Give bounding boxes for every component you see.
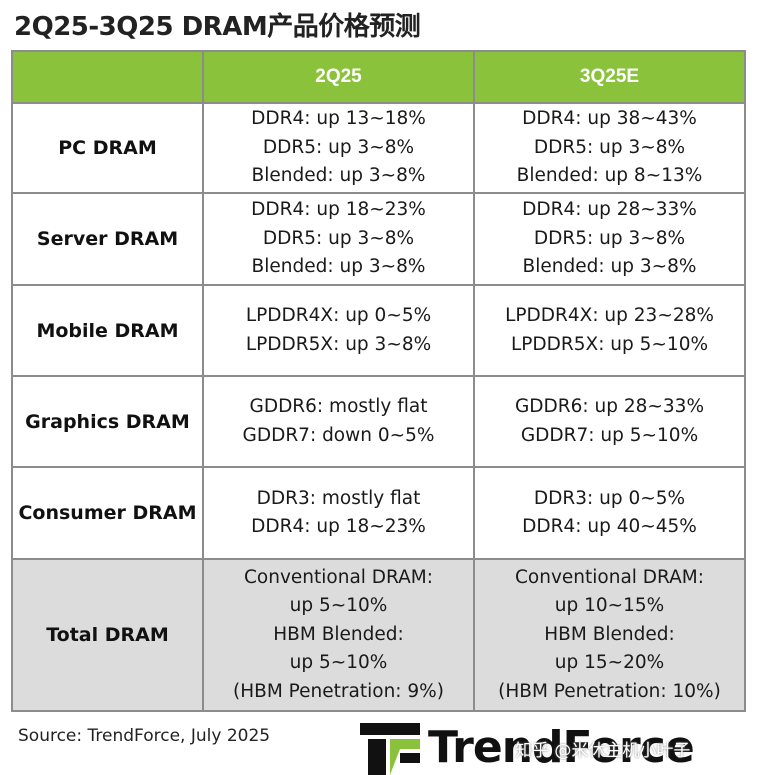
- cell-line: LPDDR5X: up 3~8%: [245, 333, 432, 355]
- cell-line: DDR4: up 18~23%: [251, 199, 426, 221]
- table-header-row: 2Q25 3Q25E: [11, 50, 746, 104]
- cell-line: up 5~10%: [289, 652, 388, 674]
- cell-line: DDR4: up 28~33%: [522, 199, 697, 221]
- cell-2q25: Conventional DRAM: up 5~10% HBM Blended:…: [202, 558, 475, 712]
- cell-3q25e: DDR3: up 0~5% DDR4: up 40~45%: [473, 466, 746, 560]
- cell-line: GDDR6: mostly flat: [249, 396, 428, 417]
- cell-line: LPDDR4X: up 23~28%: [505, 305, 714, 326]
- table-row: Mobile DRAM LPDDR4X: up 0~5% LPDDR5X: up…: [11, 284, 746, 377]
- cell-line: (HBM Penetration: 10%): [498, 680, 721, 702]
- table-row-total: Total DRAM Conventional DRAM: up 5~10% H…: [11, 558, 746, 712]
- cell-line: GDDR7: up 5~10%: [520, 424, 699, 446]
- row-category: Total DRAM: [11, 558, 204, 712]
- cell-line: GDDR7: down 0~5%: [242, 424, 435, 446]
- row-category: Mobile DRAM: [11, 284, 204, 377]
- header-3q25e: 3Q25E: [473, 50, 746, 104]
- cell-line: Blended: up 3~8%: [522, 256, 697, 278]
- cell-line: Blended: up 3~8%: [251, 256, 426, 278]
- cell-3q25e: DDR4: up 38~43% DDR5: up 3~8% Blended: u…: [473, 102, 746, 194]
- cell-line: LPDDR4X: up 0~5%: [245, 305, 432, 326]
- header-2q25: 2Q25: [202, 50, 475, 104]
- row-category: Consumer DRAM: [11, 466, 204, 560]
- page-title: 2Q25-3Q25 DRAM产品价格预测: [14, 12, 421, 42]
- cell-3q25e: LPDDR4X: up 23~28% LPDDR5X: up 5~10%: [473, 284, 746, 377]
- table-row: Server DRAM DDR4: up 18~23% DDR5: up 3~8…: [11, 192, 746, 286]
- cell-line: DDR3: up 0~5%: [533, 487, 686, 509]
- cell-line: DDR4: up 18~23%: [251, 516, 426, 537]
- cell-line: Blended: up 8~13%: [516, 165, 703, 187]
- cell-2q25: DDR4: up 18~23% DDR5: up 3~8% Blended: u…: [202, 192, 475, 286]
- cell-line: LPDDR5X: up 5~10%: [510, 333, 709, 355]
- watermark: 知乎 @米休主机小叶子: [515, 741, 691, 761]
- cell-2q25: DDR3: mostly flat DDR4: up 18~23%: [202, 466, 475, 560]
- brand-name: TrendForce: [428, 722, 695, 773]
- cell-line: DDR4: up 40~45%: [522, 516, 697, 537]
- cell-line: up 5~10%: [289, 595, 388, 617]
- cell-2q25: DDR4: up 13~18% DDR5: up 3~8% Blended: u…: [202, 102, 475, 194]
- table-row: PC DRAM DDR4: up 13~18% DDR5: up 3~8% Bl…: [11, 102, 746, 194]
- cell-line: (HBM Penetration: 9%): [233, 680, 444, 702]
- cell-3q25e: GDDR6: up 28~33% GDDR7: up 5~10%: [473, 375, 746, 468]
- cell-line: DDR5: up 3~8%: [533, 227, 686, 249]
- header-empty-cell: [11, 50, 204, 104]
- cell-2q25: LPDDR4X: up 0~5% LPDDR5X: up 3~8%: [202, 284, 475, 377]
- row-category: PC DRAM: [11, 102, 204, 194]
- cell-line: DDR4: up 13~18%: [251, 108, 426, 130]
- cell-line: HBM Blended:: [544, 623, 675, 645]
- cell-line: DDR3: mostly flat: [256, 487, 421, 509]
- cell-line: DDR4: up 38~43%: [522, 108, 697, 130]
- cell-line: GDDR6: up 28~33%: [514, 396, 705, 417]
- cell-line: Blended: up 3~8%: [251, 165, 426, 187]
- source-note: Source: TrendForce, July 2025: [18, 726, 271, 746]
- cell-line: Conventional DRAM:: [243, 566, 433, 588]
- trendforce-logo-icon: [360, 723, 420, 775]
- cell-line: DDR5: up 3~8%: [262, 136, 415, 158]
- table-row: Graphics DRAM GDDR6: mostly flat GDDR7: …: [11, 375, 746, 468]
- cell-line: up 15~20%: [554, 652, 665, 674]
- cell-2q25: GDDR6: mostly flat GDDR7: down 0~5%: [202, 375, 475, 468]
- cell-line: Conventional DRAM:: [514, 566, 704, 588]
- cell-3q25e: Conventional DRAM: up 10~15% HBM Blended…: [473, 558, 746, 712]
- cell-line: up 10~15%: [554, 595, 665, 617]
- row-category: Server DRAM: [11, 192, 204, 286]
- cell-line: HBM Blended:: [273, 623, 404, 645]
- table-row: Consumer DRAM DDR3: mostly flat DDR4: up…: [11, 466, 746, 560]
- price-forecast-table: 2Q25 3Q25E PC DRAM DDR4: up 13~18% DDR5:…: [11, 50, 746, 712]
- cell-3q25e: DDR4: up 28~33% DDR5: up 3~8% Blended: u…: [473, 192, 746, 286]
- cell-line: DDR5: up 3~8%: [262, 227, 415, 249]
- cell-line: DDR5: up 3~8%: [533, 136, 686, 158]
- row-category: Graphics DRAM: [11, 375, 204, 468]
